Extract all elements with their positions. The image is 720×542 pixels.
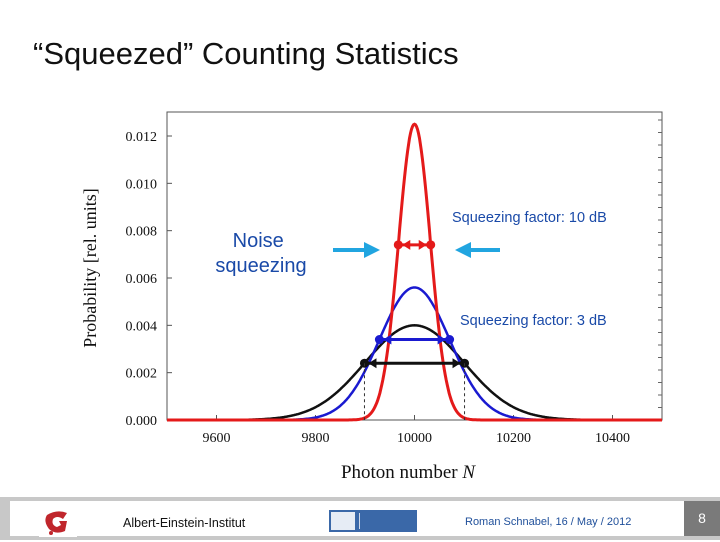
x-tick-label: 9800 bbox=[302, 431, 330, 446]
x-tick-label: 10000 bbox=[397, 431, 432, 446]
author-date: Roman Schnabel, 16 / May / 2012 bbox=[465, 516, 632, 528]
y-tick-label: 0.012 bbox=[126, 130, 158, 145]
left-arrow bbox=[333, 242, 380, 258]
y-tick-label: 0.008 bbox=[126, 225, 158, 240]
y-tick-label: 0.002 bbox=[126, 367, 158, 382]
y-tick-label: 0.004 bbox=[126, 319, 158, 334]
width-marker-arrowhead bbox=[452, 358, 461, 369]
squeezing-3db-label: Squeezing factor: 3 dB bbox=[460, 313, 607, 329]
width-marker-dot bbox=[374, 335, 384, 345]
noise-squeezing-label: Noise squeezing bbox=[215, 230, 306, 277]
width-marker-dot bbox=[445, 335, 455, 345]
footer: Albert-Einstein-Institut Roman Schnabel,… bbox=[0, 497, 720, 540]
width-marker-dot bbox=[393, 240, 403, 250]
x-tick-label: 10200 bbox=[496, 431, 531, 446]
page-number: 8 bbox=[684, 501, 720, 536]
y-axis-label: Probability [rel. units] bbox=[80, 188, 100, 347]
x-axis-label: Photon number N bbox=[341, 462, 476, 483]
width-marker-dot bbox=[426, 240, 436, 250]
slide-title: “Squeezed” Counting Statistics bbox=[33, 36, 459, 71]
x-ticks: 9600 9800 10000 10200 10400 bbox=[203, 415, 630, 446]
y-tick-label: 0.000 bbox=[126, 414, 158, 429]
y-tick-label: 0.010 bbox=[126, 177, 158, 192]
x-tick-label: 9600 bbox=[203, 431, 231, 446]
width-marker-arrowhead bbox=[418, 239, 427, 250]
noise-squeezing-line1: Noise bbox=[233, 230, 284, 252]
squeezing-10db-label: Squeezing factor: 10 dB bbox=[452, 210, 607, 226]
chart: 0.000 0.002 0.004 0.006 0.008 0.010 0.012 9600… bbox=[80, 111, 663, 483]
curves bbox=[167, 122, 662, 422]
y-ticks: 0.000 0.002 0.004 0.006 0.008 0.010 0.012 bbox=[126, 130, 172, 429]
distribution-curve bbox=[167, 286, 662, 422]
width-marker-arrowhead bbox=[402, 239, 411, 250]
width-markers bbox=[359, 239, 470, 420]
institute-logo bbox=[39, 507, 77, 537]
x-tick-label: 10400 bbox=[595, 431, 630, 446]
width-marker-arrowhead bbox=[368, 358, 377, 369]
width-marker-arrowhead bbox=[383, 334, 392, 345]
distribution-curve bbox=[167, 122, 662, 422]
footer-panel: Albert-Einstein-Institut Roman Schnabel,… bbox=[10, 501, 684, 537]
university-logo bbox=[329, 510, 417, 532]
right-axis-ticks bbox=[658, 119, 662, 408]
width-marker-arrowhead bbox=[437, 334, 446, 345]
right-arrow bbox=[455, 242, 500, 258]
noise-squeezing-line2: squeezing bbox=[215, 255, 306, 277]
y-tick-label: 0.006 bbox=[126, 272, 158, 287]
institute-name: Albert-Einstein-Institut bbox=[123, 516, 246, 530]
